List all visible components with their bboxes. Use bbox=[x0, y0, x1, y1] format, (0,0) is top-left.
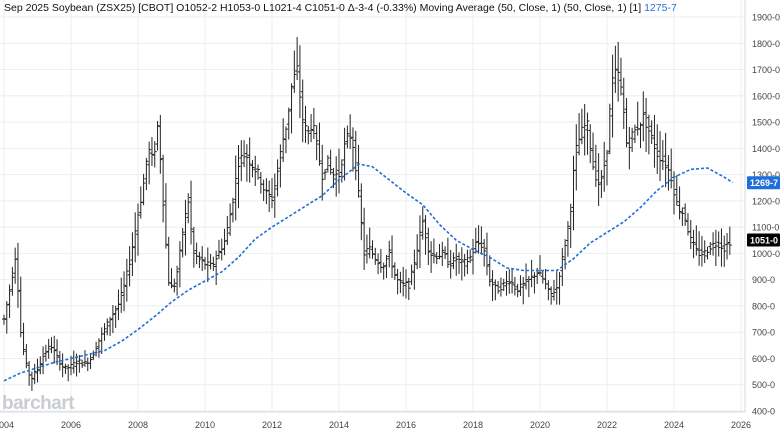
y-tick-label: 1600-0 bbox=[752, 91, 780, 101]
y-tick-label: 1900-0 bbox=[752, 13, 780, 23]
y-tick-label: 1200-0 bbox=[752, 196, 780, 206]
x-tick-label: 2008 bbox=[128, 420, 148, 430]
price-tag bbox=[747, 233, 780, 247]
price-tag bbox=[747, 176, 780, 190]
x-tick-label: 2020 bbox=[530, 420, 550, 430]
y-tick-label: 500-0 bbox=[752, 380, 775, 390]
x-tick-label: 2014 bbox=[329, 420, 349, 430]
y-tick-label: 1300-0 bbox=[752, 170, 780, 180]
moving-average-value: 1275-7 bbox=[644, 2, 677, 14]
y-tick-label: 700-0 bbox=[752, 328, 775, 338]
x-tick-label: 2004 bbox=[0, 420, 14, 430]
axes: 400-0 500-0 600-0 700-0 800-0 900-0 1000-0 1100… bbox=[0, 0, 780, 430]
x-tick-label: 2016 bbox=[396, 420, 416, 430]
x-tick-label: 2010 bbox=[195, 420, 215, 430]
y-tick-label: 1500-0 bbox=[752, 118, 780, 128]
x-tick-label: 2026 bbox=[731, 420, 751, 430]
logo-text: barchart bbox=[2, 393, 75, 414]
x-tick-label: 2018 bbox=[463, 420, 483, 430]
y-tick-label: 1800-0 bbox=[752, 39, 780, 49]
y-tick-label: 600-0 bbox=[752, 354, 775, 364]
barchart-logo: barchart bbox=[2, 393, 75, 415]
moving-average-line bbox=[3, 163, 734, 382]
header-text: Sep 2025 Soybean (ZSX25) [CBOT] O1052-2 … bbox=[4, 2, 642, 14]
ohlc-bars bbox=[2, 36, 732, 391]
y-tick-label: 800-0 bbox=[752, 301, 775, 311]
x-tick-label: 2022 bbox=[597, 420, 617, 430]
y-tick-label: 1400-0 bbox=[752, 144, 780, 154]
y-tick-label: 400-0 bbox=[752, 407, 775, 417]
y-tick-label: 1000-0 bbox=[752, 249, 780, 259]
price-tag-label: 1051-0 bbox=[750, 236, 778, 246]
y-tick-label: 900-0 bbox=[752, 275, 775, 285]
moving-average-series bbox=[3, 163, 734, 382]
price-labels: 1269-7 1051-0 bbox=[747, 176, 780, 247]
grid bbox=[0, 0, 745, 412]
x-tick-label: 2012 bbox=[262, 420, 282, 430]
x-tick-label: 2024 bbox=[664, 420, 684, 430]
y-tick-label: 1100-0 bbox=[752, 223, 779, 233]
chart-header: Sep 2025 Soybean (ZSX25) [CBOT] O1052-2 … bbox=[4, 2, 677, 14]
x-tick-label: 2006 bbox=[61, 420, 81, 430]
price-tag-label: 1269-7 bbox=[750, 178, 778, 188]
y-tick-label: 1700-0 bbox=[752, 65, 780, 75]
